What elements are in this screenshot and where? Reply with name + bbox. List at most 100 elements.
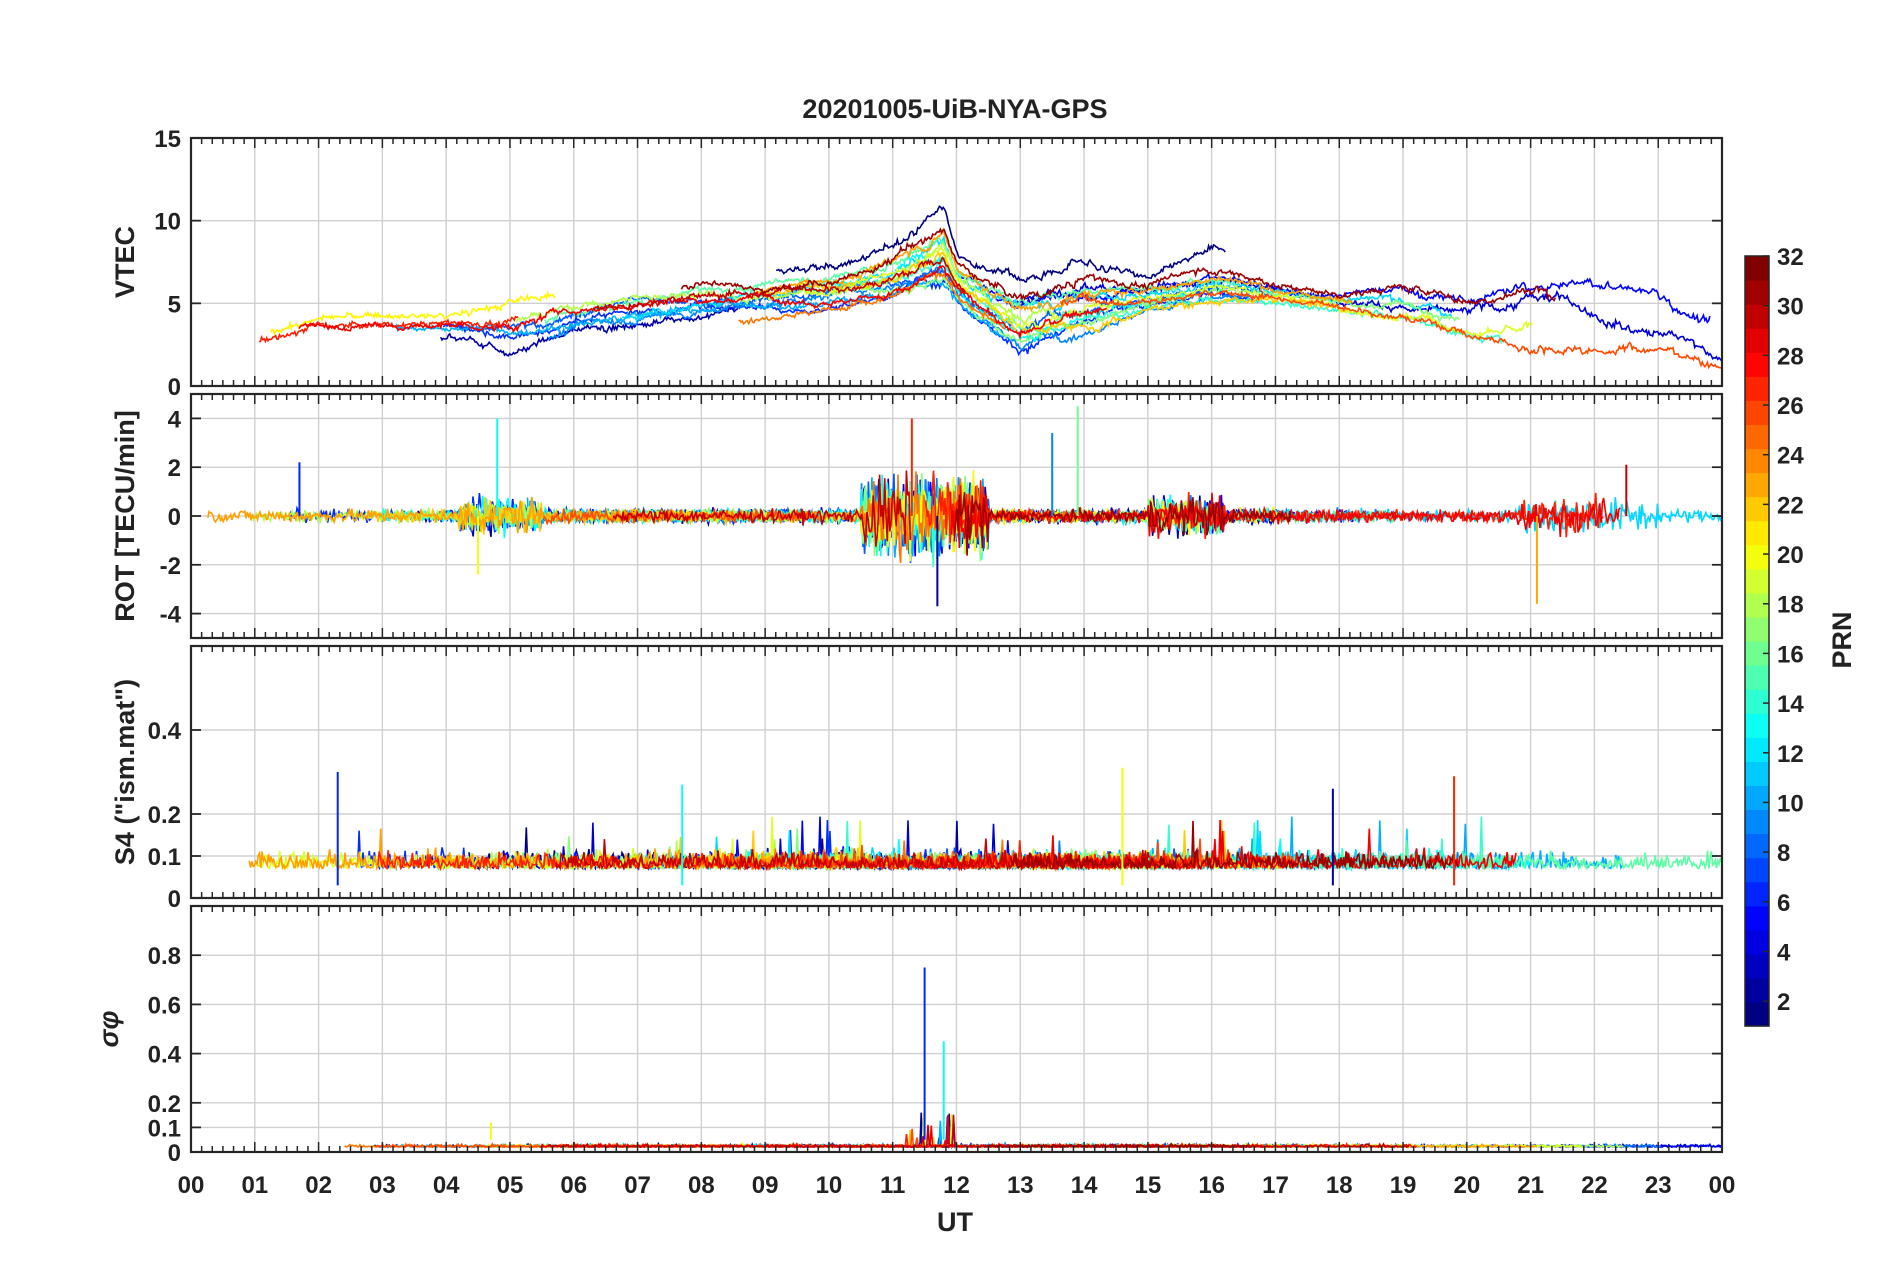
- colorbar-tick-label: 8: [1777, 840, 1790, 867]
- prn-trace: [899, 1112, 1722, 1149]
- colorbar-segment: [1745, 785, 1769, 811]
- y-tick-label: 2: [168, 455, 181, 482]
- prn-trace: [612, 470, 911, 547]
- prn-trace: [738, 272, 1006, 330]
- prn-trace: [542, 508, 819, 526]
- x-tick-label: 04: [433, 1172, 460, 1199]
- colorbar-segment: [1745, 905, 1769, 931]
- prn-trace: [804, 247, 1533, 339]
- y-axis-label: ROT [TECU/min]: [110, 410, 140, 621]
- panel-2: -4 -2 0 2 4 ROT [TECU/min]: [110, 392, 1724, 640]
- colorbar-segment: [1745, 328, 1769, 353]
- y-tick-label: 0.4: [148, 1042, 182, 1069]
- prn-trace: [539, 1115, 1263, 1149]
- prn-trace: [894, 253, 1186, 343]
- prn-trace: [1009, 820, 1460, 871]
- prn-trace: [775, 205, 1226, 283]
- colorbar-segment: [1745, 665, 1769, 690]
- colorbar-segment: [1745, 713, 1769, 738]
- colorbar-segment: [1745, 833, 1769, 859]
- x-tick-label: 11: [880, 1172, 905, 1199]
- x-axis-label: UT: [937, 1207, 973, 1237]
- colorbar-tick-label: 16: [1777, 641, 1804, 668]
- colorbar-segment: [1745, 592, 1769, 618]
- prn-trace: [259, 315, 519, 344]
- colorbar-tick-label: 2: [1777, 989, 1790, 1016]
- prn-trace: [373, 1127, 1072, 1149]
- colorbar-segment: [1745, 472, 1769, 498]
- colorbar-segment: [1745, 953, 1769, 979]
- prn-trace: [680, 227, 1557, 306]
- colorbar-segment: [1745, 280, 1769, 305]
- colorbar-segment: [1745, 929, 1769, 955]
- x-tick-label: 22: [1581, 1172, 1608, 1199]
- panel-4: 00.10.2 0.4 0.6 0.8 σφ: [94, 904, 1724, 1167]
- prn-trace: [752, 1120, 1365, 1149]
- y-tick-label: -4: [160, 602, 182, 629]
- series-traces: [344, 1112, 1722, 1150]
- y-tick-label: 0.8: [148, 943, 181, 970]
- y-tick-label: 0.2: [148, 802, 181, 829]
- x-tick-label: 00: [178, 1172, 205, 1199]
- x-tick-label: 21: [1517, 1172, 1544, 1199]
- colorbar-segment: [1745, 352, 1769, 377]
- y-axis-label: S4 ("ism.mat"): [110, 679, 140, 865]
- prn-trace: [953, 492, 1292, 556]
- colorbar-tick-label: 4: [1777, 939, 1791, 966]
- colorbar-segment: [1745, 809, 1769, 835]
- y-axis-label: VTEC: [110, 226, 140, 298]
- colorbar-segment: [1745, 520, 1769, 546]
- y-tick-label: 0.4: [148, 718, 182, 745]
- x-tick-label: 17: [1262, 1172, 1289, 1199]
- colorbar-tick-label: 12: [1777, 741, 1804, 768]
- x-tick-label: 12: [943, 1172, 970, 1199]
- colorbar-tick-label: 24: [1777, 443, 1804, 470]
- chart-title: 20201005-UiB-NYA-GPS: [802, 94, 1107, 124]
- colorbar-segment: [1745, 496, 1769, 522]
- x-tick-label: 03: [369, 1172, 396, 1199]
- x-tick-label: 15: [1135, 1172, 1162, 1199]
- colorbar-segment: [1745, 689, 1769, 714]
- x-tick-label: 02: [305, 1172, 332, 1199]
- colorbar-segment: [1745, 568, 1769, 594]
- colorbar-tick-label: 6: [1777, 890, 1790, 917]
- y-tick-label: 0: [168, 504, 181, 531]
- colorbar-tick-label: 14: [1777, 691, 1804, 718]
- colorbar-tick-label: 28: [1777, 343, 1804, 370]
- panel-3: 0 0.1 0.2 0.4 S4 ("ism.mat"): [110, 644, 1724, 913]
- prn-trace: [755, 251, 1349, 338]
- colorbar-segment: [1745, 424, 1769, 450]
- prn-trace: [298, 265, 1108, 340]
- colorbar-segment: [1745, 544, 1769, 570]
- y-tick-label: 0.2: [148, 1091, 181, 1118]
- x-tick-label: 07: [624, 1172, 651, 1199]
- x-tick-label: 23: [1645, 1172, 1672, 1199]
- x-tick-label: 00: [1709, 1172, 1736, 1199]
- x-tick-label: 19: [1390, 1172, 1417, 1199]
- colorbar-segment: [1745, 400, 1769, 426]
- colorbar-tick-label: 22: [1777, 492, 1804, 519]
- x-tick-label: 09: [752, 1172, 779, 1199]
- x-tick-label: 01: [241, 1172, 268, 1199]
- y-tick-label: 0: [168, 1140, 181, 1167]
- series-traces: [248, 816, 1723, 872]
- y-tick-label: 0: [168, 374, 181, 401]
- series-traces: [207, 470, 1722, 567]
- colorbar-segment: [1745, 304, 1769, 329]
- prn-trace: [1059, 289, 1722, 370]
- x-tick-label: 08: [688, 1172, 715, 1199]
- prn-trace: [984, 1142, 1250, 1149]
- colorbar-tick-label: 26: [1777, 393, 1804, 420]
- colorbar-segment: [1745, 376, 1769, 401]
- y-tick-label: 5: [168, 291, 181, 318]
- colorbar-frame: [1744, 255, 1770, 1027]
- colorbar-segment: [1745, 881, 1769, 907]
- y-tick-label: 0: [168, 886, 181, 913]
- colorbar-tick-label: 30: [1777, 294, 1804, 321]
- y-tick-label: 10: [154, 209, 181, 236]
- series-traces: [259, 205, 1723, 370]
